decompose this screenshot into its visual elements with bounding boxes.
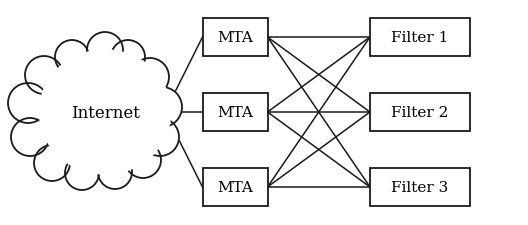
Circle shape [98,155,132,189]
Circle shape [65,156,99,190]
Circle shape [55,41,89,75]
Text: MTA: MTA [217,106,253,119]
Circle shape [142,88,182,127]
Circle shape [11,119,49,156]
Text: MTA: MTA [217,180,253,194]
Text: Filter 2: Filter 2 [391,106,449,119]
Circle shape [87,33,123,69]
Ellipse shape [40,51,171,174]
Circle shape [8,84,48,124]
Text: Filter 3: Filter 3 [391,180,449,194]
Circle shape [25,57,63,94]
Text: Filter 1: Filter 1 [391,31,449,45]
FancyBboxPatch shape [370,168,470,206]
Text: MTA: MTA [217,31,253,45]
Circle shape [131,59,169,97]
FancyBboxPatch shape [203,19,268,57]
FancyBboxPatch shape [203,94,268,131]
Circle shape [125,142,161,178]
FancyBboxPatch shape [203,168,268,206]
Circle shape [141,119,179,156]
Text: Internet: Internet [71,104,139,121]
FancyBboxPatch shape [370,19,470,57]
Circle shape [111,41,145,75]
Circle shape [34,145,70,181]
FancyBboxPatch shape [370,94,470,131]
